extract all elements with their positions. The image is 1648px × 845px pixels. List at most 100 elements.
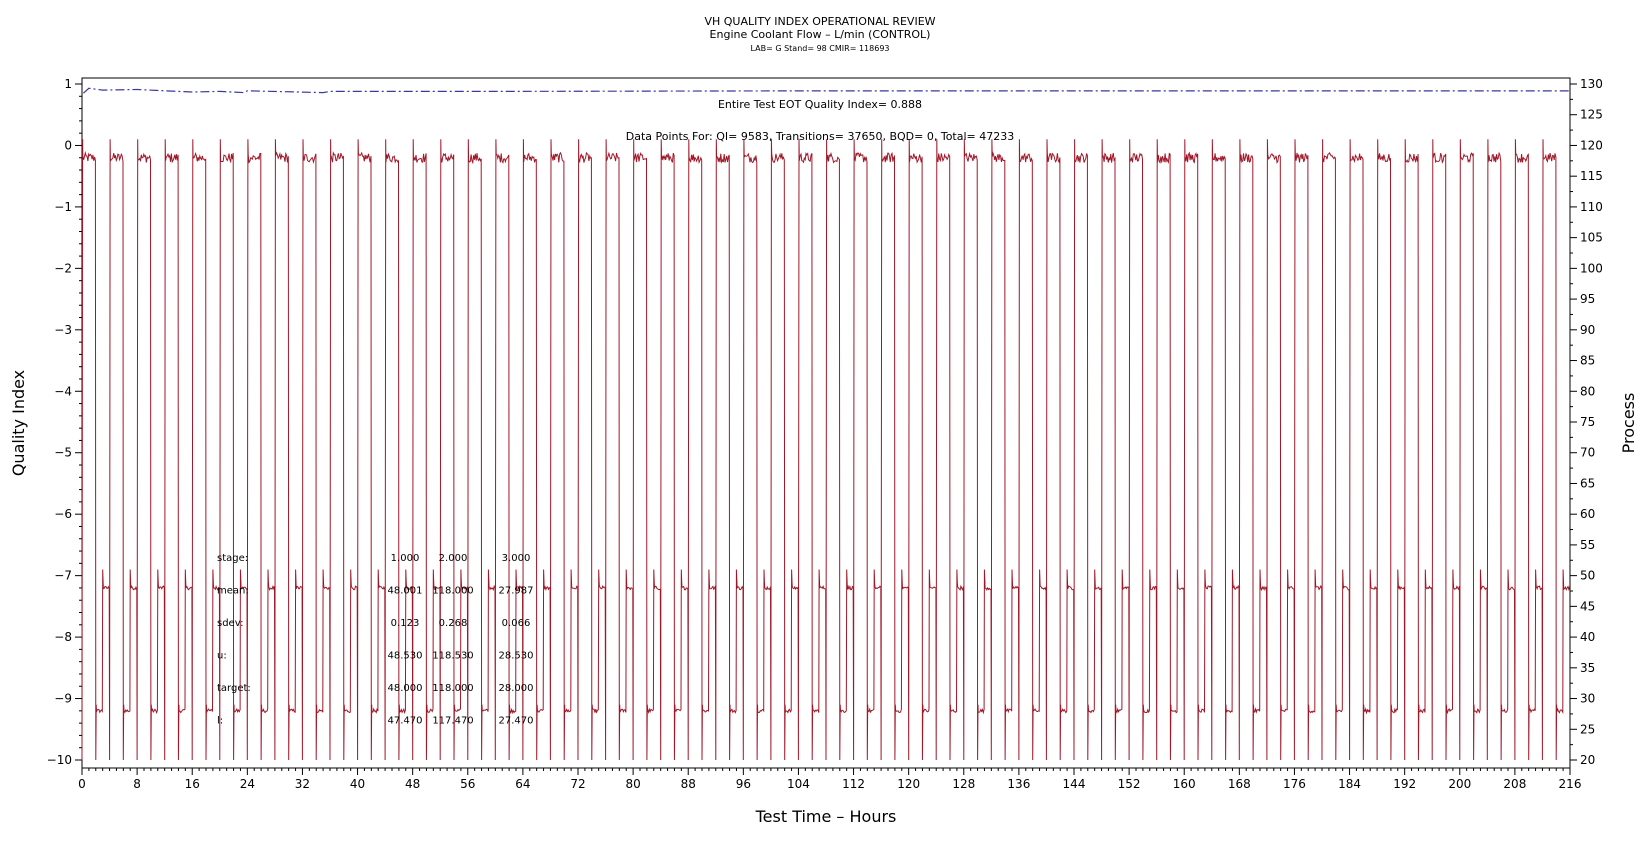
y-axis-left: 1 0 −1 −2 −3 −4 −5 −6 −7 −8 −9 −10 [47, 77, 82, 767]
x-tick-label: 152 [1118, 777, 1141, 791]
x-tick-label: 32 [295, 777, 310, 791]
stats-cell: 118.000 [432, 683, 473, 694]
y-right-tick-label: 35 [1580, 661, 1595, 675]
y-left-tick-label: 0 [64, 138, 72, 152]
x-tick-label: 64 [515, 777, 530, 791]
y-left-tick-label: −9 [54, 692, 72, 706]
x-tick-label: 96 [736, 777, 751, 791]
process-line [81, 139, 1571, 761]
y-left-tick-label: −1 [54, 200, 72, 214]
y-right-tick-label: 30 [1580, 692, 1595, 706]
y-axis-right: 130 125 120 115 110 105 100 95 90 85 80 75 70 65 60 55 5… [1570, 77, 1603, 767]
stats-row-label: mean: [217, 586, 249, 597]
x-axis-label: Test Time – Hours [755, 807, 897, 826]
stats-row-label: l: [217, 716, 223, 727]
x-tick-label: 136 [1007, 777, 1030, 791]
y-right-tick-label: 90 [1580, 323, 1595, 337]
x-tick-label: 200 [1448, 777, 1471, 791]
chart-subsubtitle: LAB= G Stand= 98 CMIR= 118693 [750, 44, 889, 53]
x-tick-label: 80 [625, 777, 640, 791]
chart-title: VH QUALITY INDEX OPERATIONAL REVIEW [704, 15, 935, 28]
x-tick-label: 104 [787, 777, 810, 791]
y-left-tick-label: −4 [54, 384, 72, 398]
x-tick-label: 16 [185, 777, 200, 791]
y-right-tick-label: 50 [1580, 569, 1595, 583]
x-tick-label: 120 [897, 777, 920, 791]
x-tick-label: 144 [1063, 777, 1086, 791]
y-right-tick-label: 55 [1580, 538, 1595, 552]
data-points-annotation: Data Points For: QI= 9583, Transitions= … [626, 130, 1015, 143]
stats-cell: 118.530 [432, 651, 473, 662]
y-right-tick-label: 60 [1580, 507, 1595, 521]
quality-index-annotation: Entire Test EOT Quality Index= 0.888 [718, 98, 922, 111]
y-left-tick-label: −6 [54, 507, 72, 521]
x-tick-label: 168 [1228, 777, 1251, 791]
y-right-tick-label: 65 [1580, 476, 1595, 490]
series-layer [81, 87, 1571, 761]
y-left-tick-label: −10 [47, 753, 72, 767]
stats-cell: 27.987 [499, 586, 534, 597]
y-right-tick-label: 70 [1580, 446, 1595, 460]
x-tick-label: 88 [681, 777, 696, 791]
x-tick-label: 0 [78, 777, 86, 791]
stats-cell: 27.470 [499, 716, 534, 727]
y-axis-left-label: Quality Index [9, 370, 28, 476]
y-left-tick-label: −7 [54, 569, 72, 583]
stats-table: stage: 1.000 2.000 3.000 mean: 48.001 118.000 2… [217, 553, 534, 727]
chart-subtitle: Engine Coolant Flow – L/min (CONTROL) [710, 28, 931, 41]
stats-cell: 3.000 [502, 553, 531, 564]
x-tick-label: 112 [842, 777, 865, 791]
y-right-tick-label: 100 [1580, 261, 1603, 275]
x-tick-label: 48 [405, 777, 420, 791]
y-right-tick-label: 80 [1580, 384, 1595, 398]
stats-cell: 117.470 [432, 716, 473, 727]
y-left-tick-label: 1 [64, 77, 72, 91]
stats-cell: 28.530 [499, 651, 534, 662]
y-right-tick-label: 75 [1580, 415, 1595, 429]
quality-index-line [83, 87, 1570, 94]
x-tick-label: 216 [1559, 777, 1582, 791]
y-left-tick-label: −3 [54, 323, 72, 337]
stats-cell: 48.530 [388, 651, 423, 662]
y-right-tick-label: 115 [1580, 169, 1603, 183]
y-right-tick-label: 110 [1580, 200, 1603, 214]
x-tick-label: 208 [1503, 777, 1526, 791]
x-tick-label: 184 [1338, 777, 1361, 791]
stats-row-label: u: [217, 651, 227, 662]
x-tick-label: 176 [1283, 777, 1306, 791]
y-left-tick-label: −5 [54, 446, 72, 460]
stats-cell: 28.000 [499, 683, 534, 694]
stats-cell: 48.000 [388, 683, 423, 694]
y-axis-right-label: Process [1619, 393, 1638, 454]
x-tick-label: 56 [460, 777, 475, 791]
y-right-tick-label: 20 [1580, 753, 1595, 767]
y-right-tick-label: 40 [1580, 630, 1595, 644]
y-right-tick-label: 125 [1580, 108, 1603, 122]
stats-cell: 2.000 [439, 553, 468, 564]
y-right-tick-label: 120 [1580, 138, 1603, 152]
x-tick-label: 72 [570, 777, 585, 791]
stats-cell: 48.001 [388, 586, 423, 597]
stats-row-label: sdev: [217, 618, 243, 629]
x-tick-label: 160 [1173, 777, 1196, 791]
stats-cell: 0.066 [502, 618, 531, 629]
y-right-tick-label: 25 [1580, 722, 1595, 736]
stats-cell: 118.000 [432, 586, 473, 597]
x-tick-label: 40 [350, 777, 365, 791]
stats-row-label: stage: [217, 553, 248, 564]
stats-cell: 0.123 [391, 618, 420, 629]
stats-row-label: target: [217, 683, 251, 694]
y-right-tick-label: 95 [1580, 292, 1595, 306]
stats-cell: 0.268 [439, 618, 468, 629]
x-tick-label: 8 [133, 777, 141, 791]
x-tick-label: 192 [1393, 777, 1416, 791]
stats-cell: 1.000 [391, 553, 420, 564]
x-tick-label: 24 [240, 777, 255, 791]
y-left-tick-label: −8 [54, 630, 72, 644]
y-left-tick-label: −2 [54, 261, 72, 275]
y-right-tick-label: 45 [1580, 599, 1595, 613]
x-tick-label: 128 [952, 777, 975, 791]
y-right-tick-label: 105 [1580, 231, 1603, 245]
stats-cell: 47.470 [388, 716, 423, 727]
